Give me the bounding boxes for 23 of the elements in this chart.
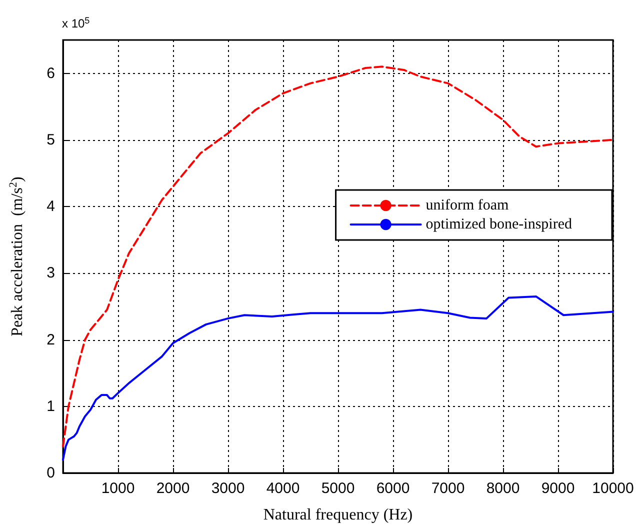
x-tick-label: 2000 — [156, 480, 190, 497]
legend-label: optimized bone-inspired — [426, 216, 572, 232]
line-series — [62, 66, 614, 448]
x-tick-label: 7000 — [431, 480, 465, 497]
y-tick-label: 2 — [46, 331, 55, 348]
y-tick-label: 6 — [46, 64, 55, 82]
x-tick-label: 5000 — [321, 480, 355, 497]
y-tick-label: 0 — [46, 464, 55, 482]
x-tick-label: 10000 — [592, 480, 634, 497]
y-tick-label: 3 — [46, 264, 55, 282]
y-axis-title: Peak acceleration (m/s2) — [8, 176, 26, 336]
x-tick-label: 9000 — [541, 480, 575, 497]
x-tick-label: 8000 — [486, 480, 520, 497]
x-axis-title: Natural frequency (Hz) — [263, 506, 413, 524]
x-tick-label: 3000 — [211, 480, 245, 497]
line-series — [62, 295, 614, 461]
y-tick-label: 4 — [46, 198, 55, 216]
legend-label: uniform foam — [426, 198, 510, 214]
x-tick-label: 1000 — [101, 480, 135, 497]
x-tick-label: 4000 — [266, 480, 300, 497]
y-tick-label: 1 — [46, 398, 55, 415]
y-tick-label: 5 — [46, 131, 55, 148]
x-tick-label: 6000 — [376, 480, 410, 497]
